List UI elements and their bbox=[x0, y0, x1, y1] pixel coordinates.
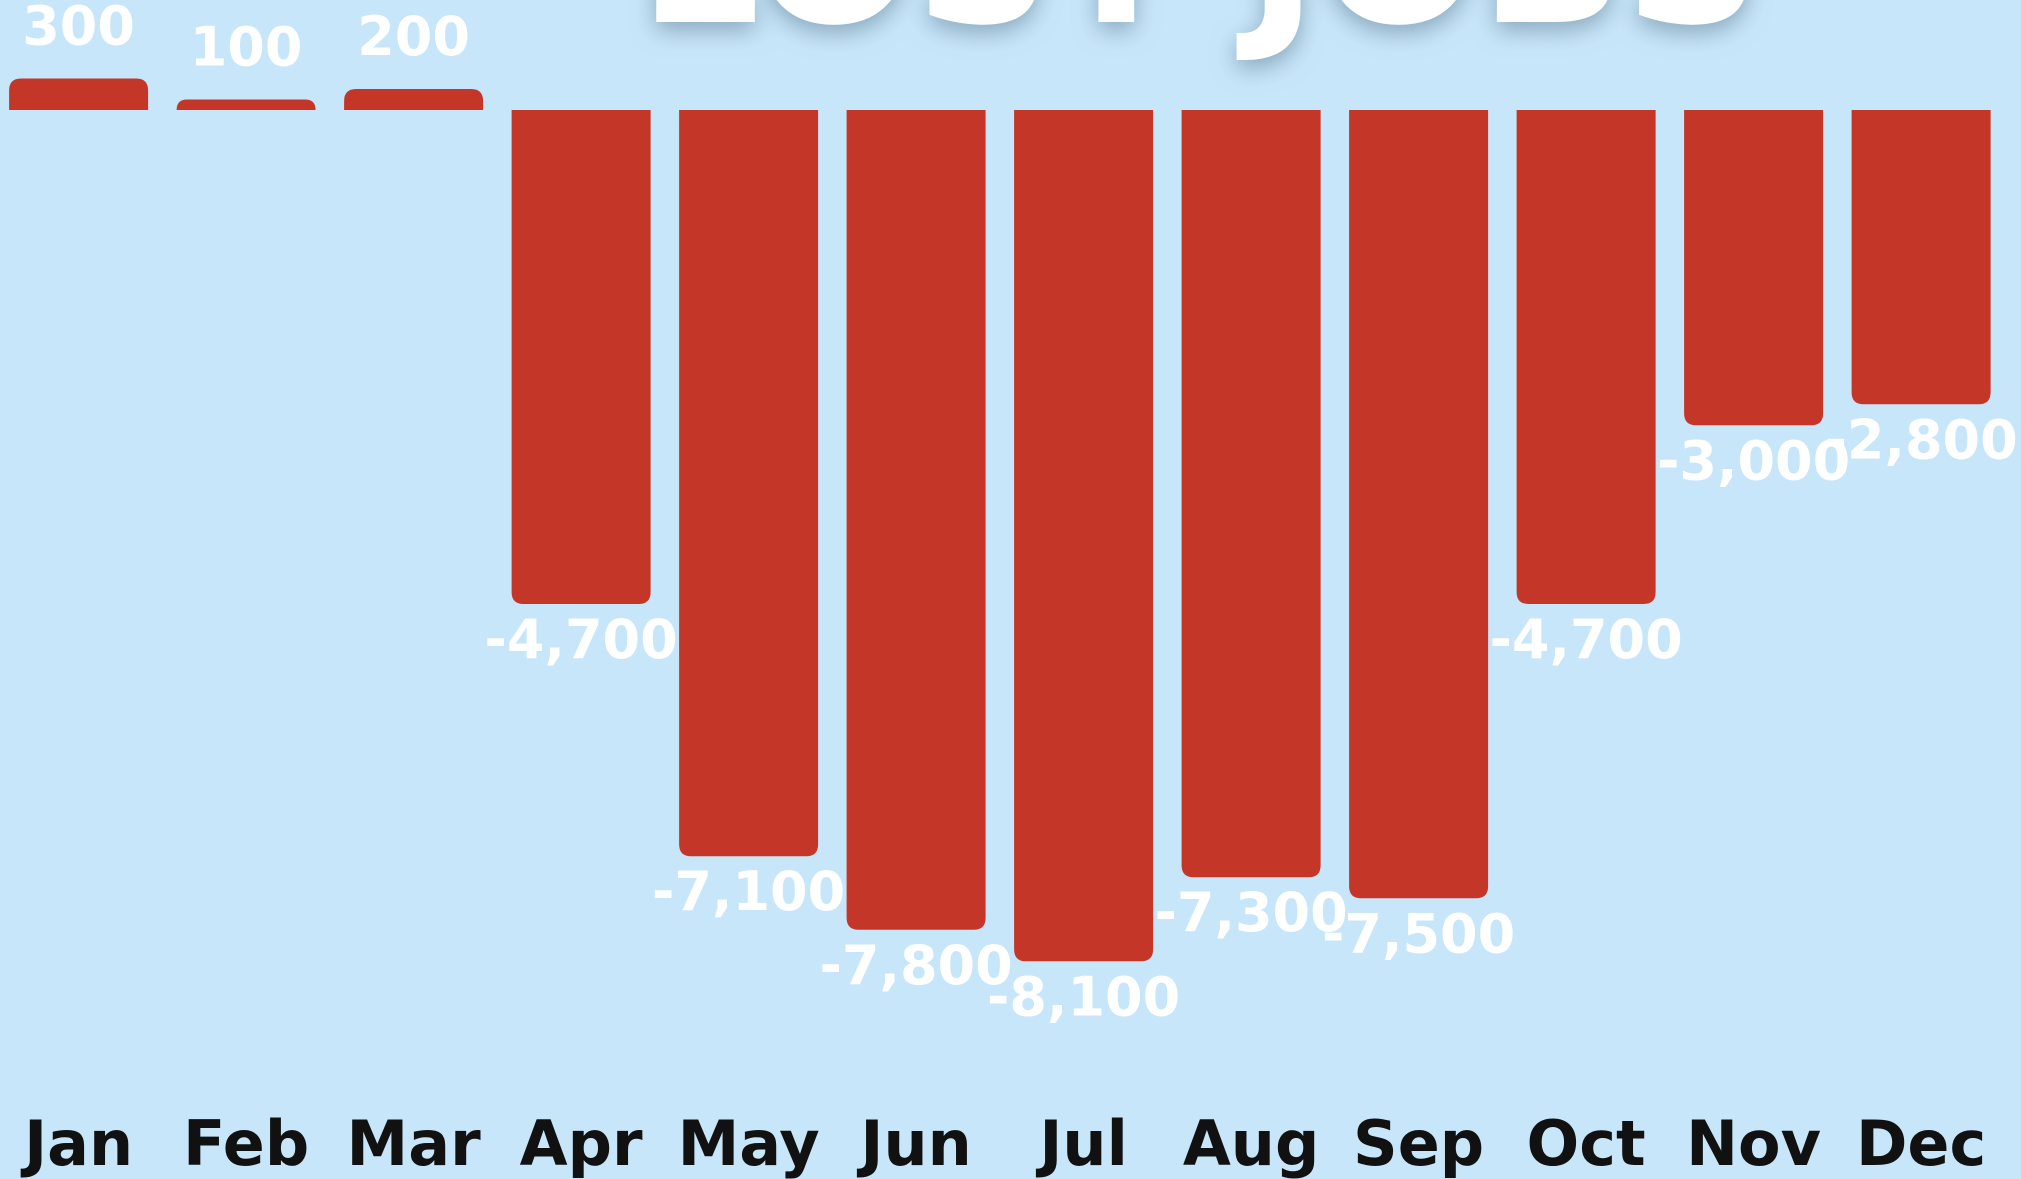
bar bbox=[344, 88, 484, 110]
bar bbox=[1349, 110, 1489, 899]
value-label: -2,800 bbox=[1824, 408, 2017, 471]
bar bbox=[679, 110, 819, 857]
value-label: -4,700 bbox=[484, 608, 677, 671]
bar bbox=[1181, 110, 1321, 878]
bar bbox=[1014, 110, 1154, 962]
value-label: 300 bbox=[22, 0, 135, 57]
x-tick-label: Feb bbox=[183, 1107, 309, 1179]
value-label: -7,100 bbox=[652, 860, 845, 923]
x-tick-label: Jun bbox=[856, 1107, 971, 1179]
x-tick-label: Sep bbox=[1353, 1107, 1484, 1179]
x-tick-label: Jul bbox=[1035, 1107, 1127, 1179]
value-label: -7,500 bbox=[1322, 902, 1515, 965]
x-tick-label: Oct bbox=[1527, 1107, 1646, 1179]
value-label: -7,800 bbox=[819, 934, 1012, 997]
x-tick-label: Apr bbox=[520, 1107, 643, 1179]
x-tick-label: May bbox=[678, 1107, 820, 1179]
value-label: -8,100 bbox=[987, 965, 1180, 1028]
bar bbox=[846, 110, 986, 930]
value-label: -4,700 bbox=[1489, 608, 1682, 671]
bar bbox=[1516, 110, 1656, 604]
value-label: -3,000 bbox=[1657, 429, 1850, 492]
x-tick-label: Dec bbox=[1856, 1107, 1986, 1179]
chart-title: LOST JOBS bbox=[639, 0, 1761, 67]
x-tick-label: Mar bbox=[347, 1107, 482, 1179]
bar bbox=[176, 99, 316, 110]
value-label: -7,300 bbox=[1154, 881, 1347, 944]
x-tick-label: Jan bbox=[20, 1107, 133, 1179]
bar bbox=[9, 78, 149, 110]
value-label: 100 bbox=[190, 15, 303, 78]
bar bbox=[1851, 110, 1991, 405]
x-tick-label: Nov bbox=[1686, 1107, 1821, 1179]
value-label: 200 bbox=[357, 5, 470, 68]
bar bbox=[511, 110, 651, 604]
bar bbox=[1684, 110, 1824, 426]
x-tick-label: Aug bbox=[1183, 1107, 1320, 1179]
